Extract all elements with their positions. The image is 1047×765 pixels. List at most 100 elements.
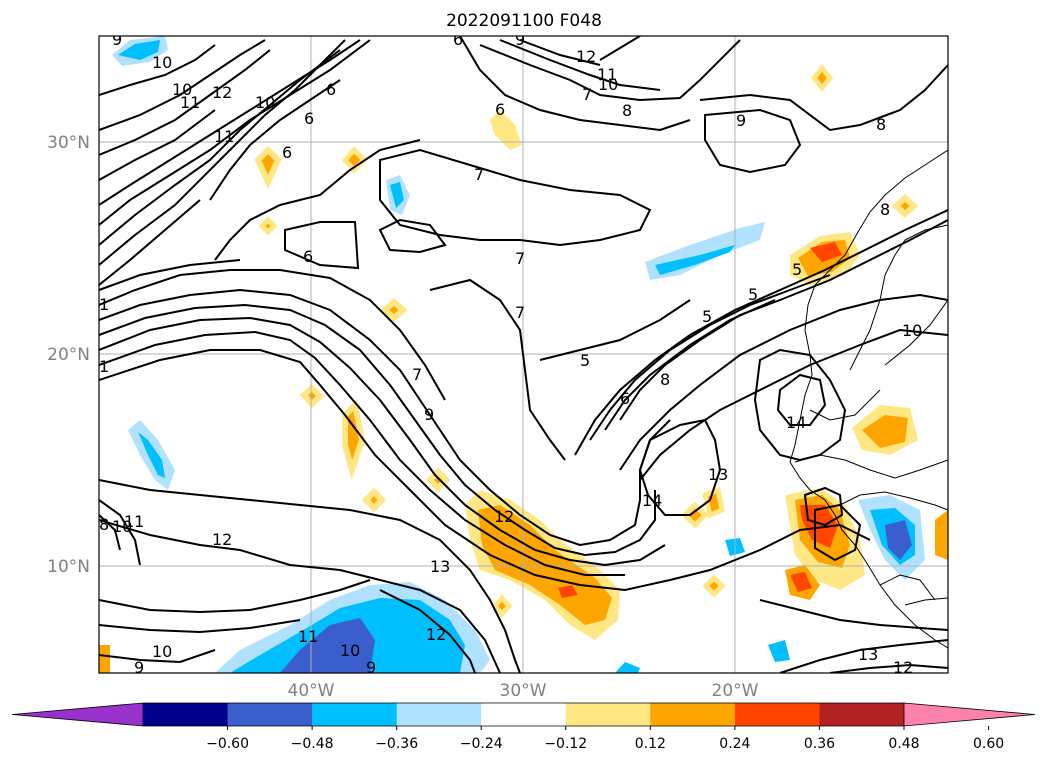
contour-label: 1 — [99, 357, 109, 376]
shade-red-guinea-2 — [790, 572, 812, 592]
contour-label: 8 — [876, 115, 886, 134]
contour-label: 12 — [426, 625, 446, 644]
shade-orange-africa-mid — [862, 415, 908, 448]
colorbar-tick-label: −0.60 — [206, 736, 249, 752]
shade-blue-left-inner — [138, 432, 165, 478]
contour-label: 5 — [702, 307, 712, 326]
contour-label: 6 — [304, 109, 314, 128]
contour-label: 6 — [303, 247, 313, 266]
colorbar-segment — [565, 703, 651, 726]
contour-label: 8 — [880, 200, 890, 219]
colorbar-extend-low — [11, 702, 144, 727]
colorbar-tick-label: −0.24 — [460, 736, 503, 752]
contour-label: 7 — [582, 85, 592, 104]
colorbar-segment — [396, 703, 482, 726]
contour-label: 6 — [326, 80, 336, 99]
shade-diamond-3 — [258, 216, 278, 236]
shade-blue-central-inner — [390, 182, 404, 208]
contour-label: 5 — [748, 285, 758, 304]
colorbar-tick-label: −0.48 — [291, 736, 334, 752]
contour-label: 12 — [576, 47, 596, 66]
contour-label: 12 — [893, 658, 913, 677]
shade-diamond-12 — [810, 63, 834, 93]
lat-label-20n: 20°N — [47, 345, 90, 365]
colorbar-segment — [481, 703, 567, 726]
contour-label: 6 — [495, 100, 505, 119]
contour-label: 5 — [580, 351, 590, 370]
colorbar-segment — [650, 703, 736, 726]
shade-diamond-5 — [380, 297, 408, 323]
colorbar-segment — [734, 703, 820, 726]
shaded-anomalies — [99, 36, 948, 673]
shade-blue-bottom-inner — [280, 618, 375, 673]
contour-label: 9 — [366, 658, 376, 677]
contour-label: 9 — [424, 405, 434, 424]
colorbar-segment — [312, 703, 398, 726]
contour-label: 12 — [212, 530, 232, 549]
colorbar-tick-label: 0.60 — [973, 736, 1004, 752]
colorbar-tick-label: −0.36 — [375, 736, 418, 752]
contour-label: 7 — [412, 365, 422, 384]
shade-red-africa-top — [810, 242, 842, 262]
shade-diamond-1 — [254, 145, 282, 190]
shade-diamond-4 — [490, 110, 522, 150]
contour-label: 7 — [515, 303, 525, 322]
lat-label-30n: 30°N — [47, 133, 90, 153]
shade-blue-africa-inner — [885, 520, 912, 560]
shade-red-south — [558, 585, 578, 598]
contour-label: 11 — [124, 512, 144, 531]
contour-label: 11 — [180, 93, 200, 112]
colorbar-extend-high — [903, 702, 1036, 727]
shade-blue-right-inner — [655, 245, 735, 275]
shade-diamond-6 — [299, 383, 325, 409]
contour-label: 5 — [792, 260, 802, 279]
contour-label: 10 — [255, 93, 275, 112]
lat-labels: 30°N 20°N 10°N — [47, 133, 90, 577]
contour-label: 11 — [597, 65, 617, 84]
contour-label: 10 — [902, 321, 922, 340]
contour-label: 7 — [515, 249, 525, 268]
shade-red-guinea — [800, 505, 838, 548]
contour-lines — [99, 36, 948, 673]
contour-label: 14 — [642, 491, 662, 510]
lon-label-20w: 20°W — [712, 681, 759, 701]
contour-label: 10 — [152, 53, 172, 72]
map-area: 9 10 10 11 12 10 11 6 6 6 9 12 11 7 10 8… — [99, 30, 948, 677]
lon-labels: 40°W 30°W 20°W — [288, 681, 759, 701]
contour-label: 6 — [620, 389, 630, 408]
contour-label: 12 — [494, 507, 514, 526]
contour-label: 14 — [786, 413, 806, 432]
map-border — [98, 35, 949, 674]
contour-label: 7 — [474, 165, 484, 184]
contour-label: 13 — [430, 557, 450, 576]
contour-label: 1 — [99, 295, 109, 314]
shade-diamond-8 — [361, 487, 387, 513]
colorbar-segment — [227, 703, 313, 726]
contour-labels: 9 10 10 11 12 10 11 6 6 6 9 12 11 7 10 8… — [99, 30, 922, 677]
contour-label: 10 — [598, 75, 618, 94]
shade-orange-right-edge — [935, 510, 948, 560]
contour-label: 10 — [112, 517, 132, 536]
colorbar-tick-label: 0.48 — [888, 736, 919, 752]
shade-diamond-11 — [702, 574, 726, 598]
lon-label-30w: 30°W — [500, 681, 547, 701]
contour-label: 13 — [858, 645, 878, 664]
colorbar: −0.60 −0.48 −0.36 −0.24 −0.12 0.12 0.24 0.36 0.4… — [11, 702, 1036, 752]
contour-label: 10 — [152, 642, 172, 661]
contour-label: 12 — [212, 83, 232, 102]
colorbar-segment — [819, 703, 905, 726]
shade-diamond-9 — [425, 467, 451, 493]
shade-blue-small-3 — [615, 662, 640, 673]
contour-label: 10 — [340, 641, 360, 660]
shade-diamond-13 — [891, 193, 919, 219]
shade-blue-small-2 — [768, 640, 790, 662]
contour-label: 11 — [298, 627, 318, 646]
figure-title: 2022091100 F048 — [446, 11, 602, 31]
colorbar-tick-label: 0.12 — [635, 736, 666, 752]
shade-diamond-14 — [681, 501, 709, 529]
contour-label: 6 — [453, 30, 463, 49]
contour-label: 9 — [736, 111, 746, 130]
contour-label: 8 — [622, 101, 632, 120]
contour-label: 10 — [172, 80, 192, 99]
